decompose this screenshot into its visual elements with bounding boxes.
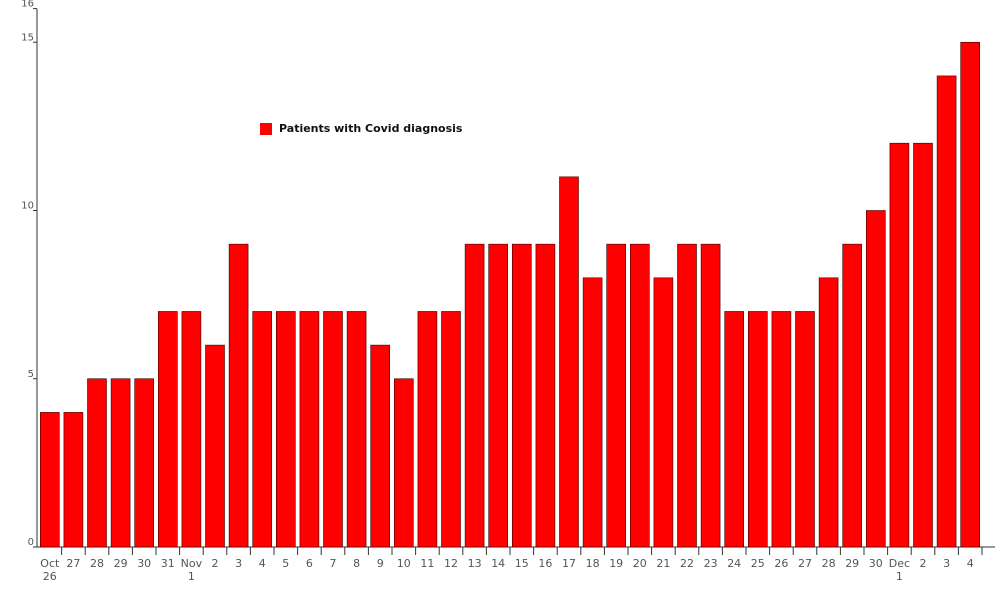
bar [936, 75, 957, 548]
bar [181, 311, 202, 548]
x-tick-label: 2 [919, 557, 927, 570]
x-tick-label: 10 [396, 557, 411, 570]
y-tick-label: 5 [28, 369, 34, 380]
bar [110, 378, 131, 548]
x-tick-label: 29 [113, 557, 128, 570]
bar [228, 243, 249, 548]
x-tick-label: 4 [258, 557, 266, 570]
bar [559, 176, 579, 548]
y-tick-label: 0 [28, 537, 34, 548]
bar [889, 142, 910, 548]
bar [441, 311, 461, 548]
bar [346, 311, 367, 548]
x-tick-label: 14 [491, 557, 506, 570]
bar [724, 311, 745, 548]
y-tick-label: 15 [21, 32, 34, 43]
bar [87, 378, 107, 548]
bar [913, 142, 933, 548]
bar [653, 277, 674, 548]
x-tick-label: 5 [282, 557, 290, 570]
x-tick-label: 2 [211, 557, 219, 570]
x-tick-label: Oct 26 [40, 557, 60, 583]
x-tick-label: 11 [420, 557, 435, 570]
bar [39, 412, 60, 548]
x-tick-label: 17 [562, 557, 576, 570]
y-tick-label: 16 [21, 0, 34, 10]
bar [511, 243, 532, 548]
bar [205, 344, 225, 548]
x-tick-label: 13 [467, 557, 482, 570]
x-tick-label: 9 [376, 557, 384, 570]
x-tick-label: 4 [966, 557, 974, 570]
x-tick-label: 8 [353, 557, 361, 570]
legend-swatch [260, 123, 272, 135]
bar [818, 277, 839, 548]
x-tick-label: 12 [444, 557, 458, 570]
x-tick-label: 28 [90, 557, 104, 570]
x-tick-label: 15 [514, 557, 529, 570]
legend-label: Patients with Covid diagnosis [279, 122, 463, 135]
bar [677, 243, 697, 548]
bar [629, 243, 650, 548]
x-tick-label: 6 [305, 557, 313, 570]
x-tick-label: Dec 1 [888, 557, 911, 583]
bar [417, 311, 438, 548]
y-tick-label: 10 [21, 201, 34, 212]
bar [960, 41, 981, 548]
bar [158, 311, 178, 548]
x-tick-label: 25 [750, 557, 765, 570]
bar [771, 311, 792, 548]
bar [370, 344, 391, 548]
x-tick-label: 30 [137, 557, 152, 570]
x-tick-label: 27 [798, 557, 812, 570]
bar [606, 243, 627, 548]
bar [747, 311, 768, 548]
x-tick-label: 16 [538, 557, 553, 570]
x-tick-label: 3 [943, 557, 951, 570]
bar [865, 210, 886, 548]
x-tick-label: 23 [703, 557, 718, 570]
bar [464, 243, 485, 548]
x-tick-label: 31 [160, 557, 175, 570]
bar [323, 311, 343, 548]
bar [842, 243, 863, 548]
x-tick-label: 26 [774, 557, 789, 570]
bar [252, 311, 272, 548]
x-tick-label: 21 [656, 557, 671, 570]
bar [535, 243, 556, 548]
bar [488, 243, 509, 548]
x-tick-label: 19 [609, 557, 624, 570]
bar [700, 243, 721, 548]
bar [63, 412, 84, 548]
x-tick-label: 20 [632, 557, 647, 570]
bar [795, 311, 815, 548]
x-tick-label: 30 [868, 557, 883, 570]
x-tick-label: 24 [727, 557, 742, 570]
x-tick-label: 29 [845, 557, 860, 570]
x-tick-label: Nov 1 [180, 557, 203, 583]
bar [582, 277, 603, 548]
bar [299, 311, 320, 548]
bar [134, 378, 154, 548]
bar [275, 311, 296, 548]
bar [393, 378, 414, 548]
x-tick-label: 7 [329, 557, 337, 570]
x-tick-label: 18 [585, 557, 600, 570]
x-tick-label: 28 [821, 557, 836, 570]
x-tick-label: 22 [680, 557, 694, 570]
x-tick-label: 27 [66, 557, 81, 570]
x-tick-label: 3 [235, 557, 243, 570]
